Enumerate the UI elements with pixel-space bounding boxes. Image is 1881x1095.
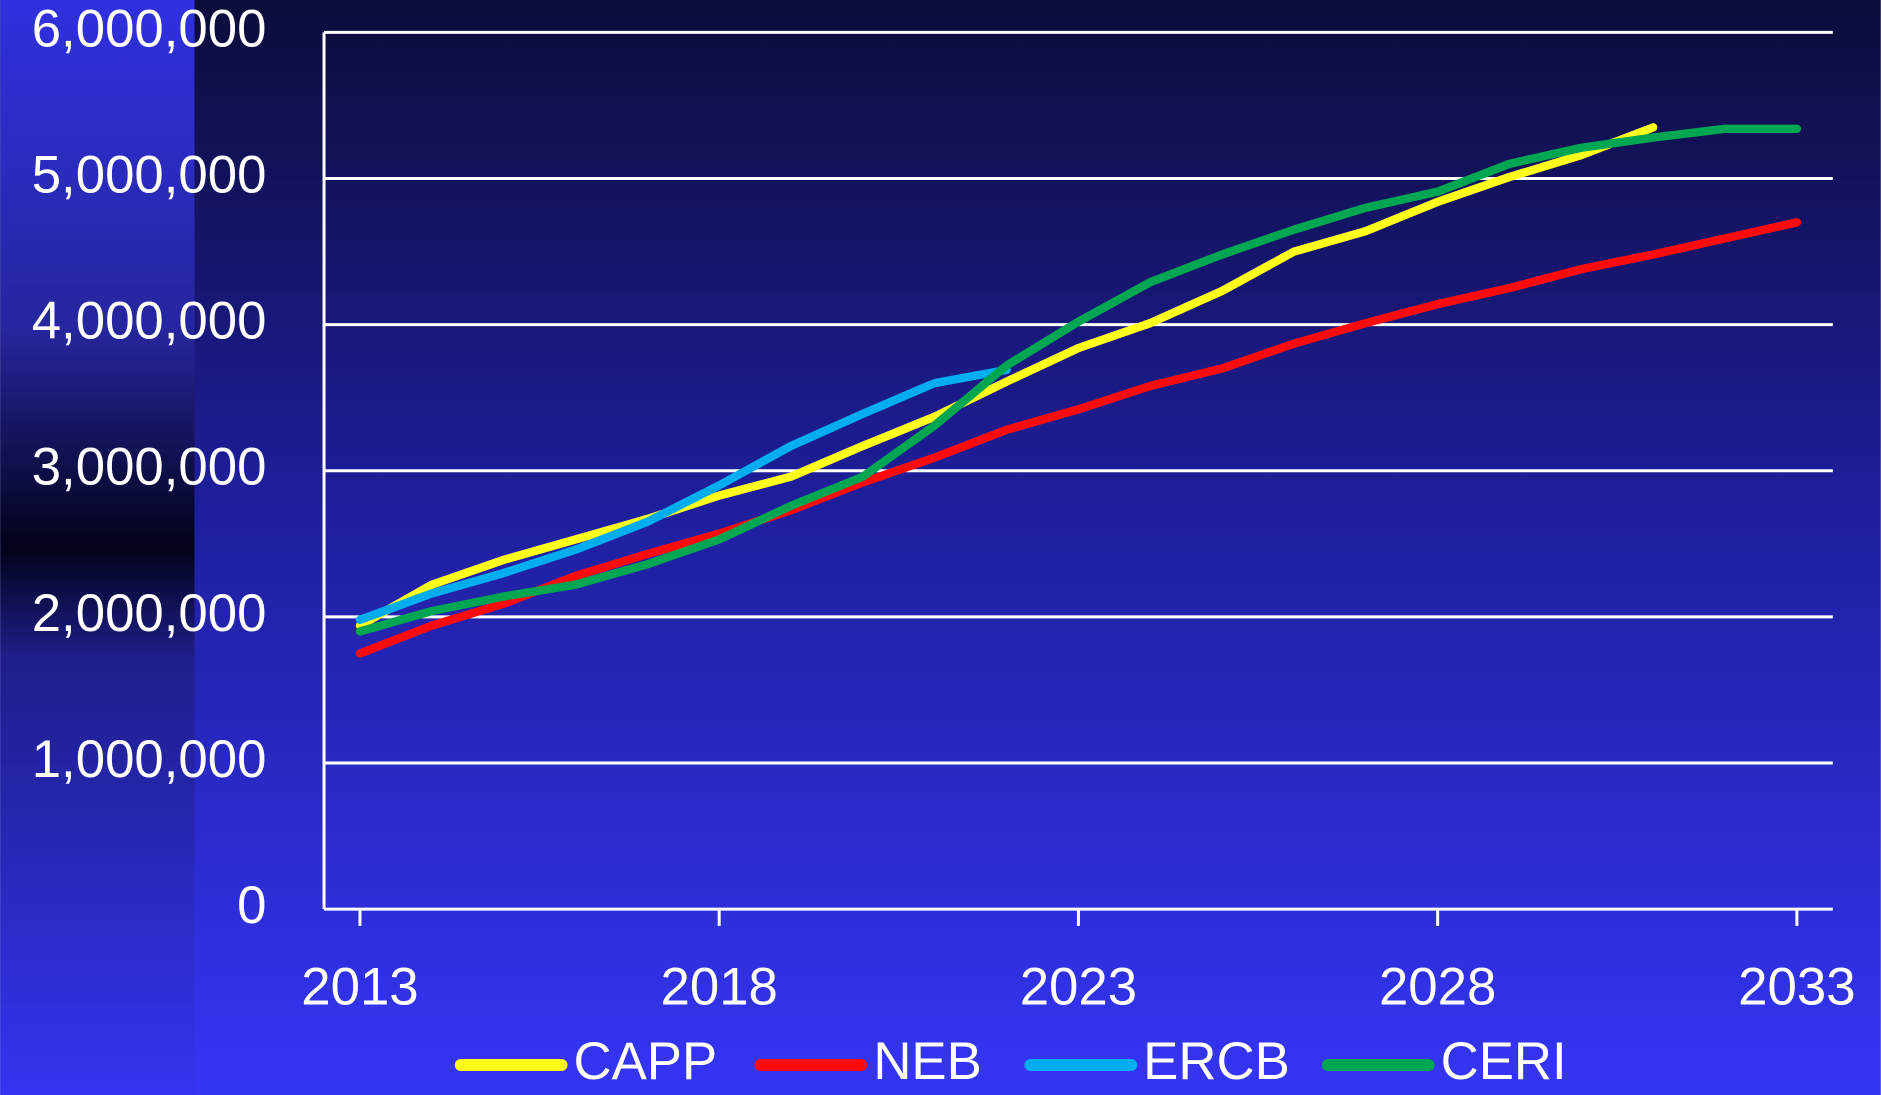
side-strip [0, 0, 195, 1095]
series-line [355, 365, 1011, 625]
x-tick-label: 2023 [1020, 958, 1137, 1017]
legend-label: CERI [1441, 1032, 1567, 1091]
legend-label: CAPP [574, 1032, 718, 1091]
y-tick-label: 2,000,000 [32, 584, 267, 643]
x-tick-label: 2028 [1379, 958, 1496, 1017]
series-line [355, 124, 1802, 636]
series-line [355, 218, 1802, 658]
y-tick-label: 4,000,000 [32, 292, 267, 351]
x-tick-label: 2018 [660, 958, 777, 1017]
y-tick-label: 0 [237, 876, 266, 935]
y-tick-label: 5,000,000 [32, 145, 267, 204]
series-line [355, 123, 1658, 630]
legend-label: NEB [873, 1032, 982, 1091]
legend-label: ERCB [1143, 1032, 1290, 1091]
y-tick-label: 6,000,000 [32, 0, 267, 58]
y-tick-label: 3,000,000 [32, 438, 267, 497]
x-tick-label: 2033 [1738, 958, 1855, 1017]
x-tick-label: 2013 [301, 958, 418, 1017]
y-tick-label: 1,000,000 [32, 730, 267, 789]
